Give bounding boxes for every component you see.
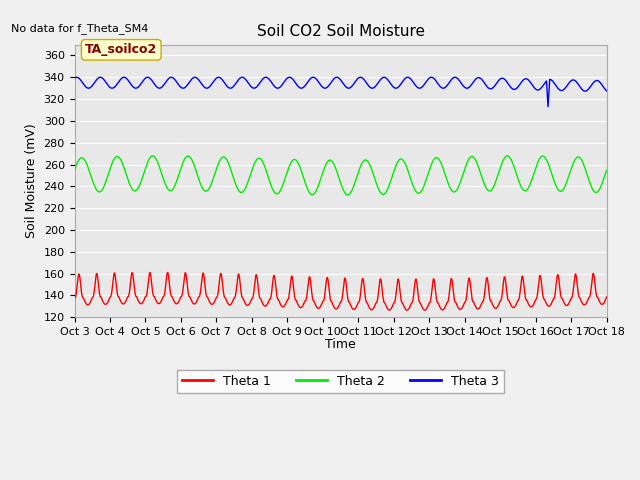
X-axis label: Time: Time [325, 338, 356, 351]
Legend: Theta 1, Theta 2, Theta 3: Theta 1, Theta 2, Theta 3 [177, 370, 504, 393]
Title: Soil CO2 Soil Moisture: Soil CO2 Soil Moisture [257, 24, 424, 39]
Text: TA_soilco2: TA_soilco2 [85, 43, 157, 56]
Text: No data for f_Theta_SM4: No data for f_Theta_SM4 [11, 23, 148, 34]
Y-axis label: Soil Moisture (mV): Soil Moisture (mV) [25, 123, 38, 238]
